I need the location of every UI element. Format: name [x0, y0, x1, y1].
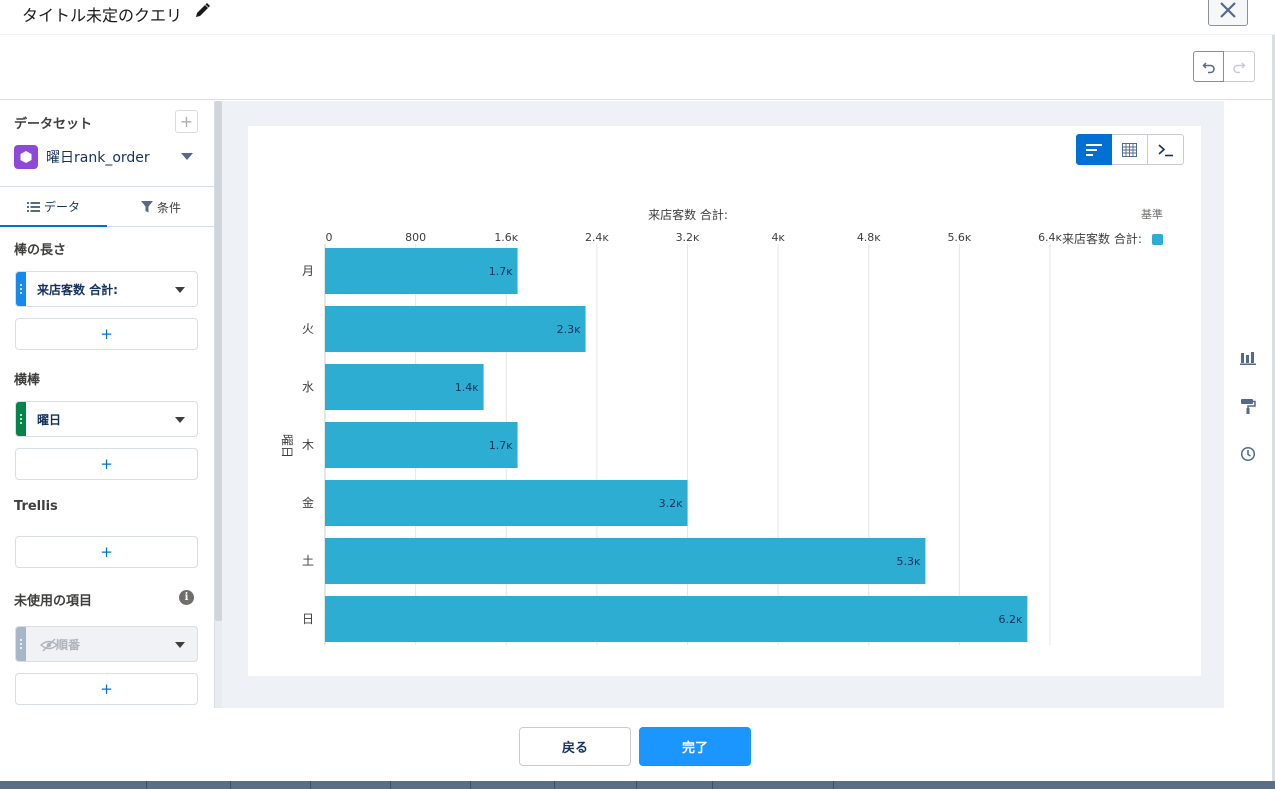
add-grouping-label: +: [100, 455, 113, 473]
filter-icon: [140, 201, 153, 213]
toolbar: [0, 35, 1275, 100]
dataset-selector[interactable]: 曜日rank_order: [14, 145, 200, 169]
paint-roller-icon[interactable]: [1240, 398, 1256, 414]
undo-icon: [1201, 61, 1215, 73]
measure-pill[interactable]: 来店客数 合計:: [15, 271, 198, 307]
done-button[interactable]: 完了: [639, 727, 751, 766]
add-trellis-label: +: [100, 543, 113, 561]
measure-field-label: 来店客数 合計:: [37, 282, 118, 297]
chart-types-icon[interactable]: [1240, 350, 1256, 366]
table-view-button[interactable]: [1112, 134, 1148, 165]
close-button[interactable]: [1208, 0, 1248, 26]
add-trellis-button[interactable]: +: [15, 536, 198, 568]
query-title[interactable]: タイトル未定のクエリ: [22, 6, 183, 25]
drag-handle-icon[interactable]: [16, 627, 26, 661]
window-edge: [1272, 35, 1275, 789]
add-unused-button[interactable]: +: [15, 673, 198, 705]
bars-label: 横棒: [14, 373, 41, 388]
add-grouping-button[interactable]: +: [15, 448, 198, 480]
dataset-label: データセット: [14, 117, 93, 132]
sidebar-scrollbar-thumb[interactable]: [215, 101, 222, 621]
query-editor-button[interactable]: [1148, 134, 1184, 165]
drag-handle-icon[interactable]: [16, 272, 26, 306]
chart-view-button[interactable]: [1076, 134, 1112, 165]
add-measure-button[interactable]: +: [15, 318, 198, 350]
edit-pencil-icon[interactable]: [193, 2, 211, 20]
trellis-label: Trellis: [14, 499, 58, 514]
dataset-icon: [14, 145, 38, 169]
tab-filters-label: 条件: [156, 200, 181, 215]
add-unused-label: +: [100, 680, 113, 698]
tab-filters[interactable]: 条件: [107, 187, 214, 227]
title-bar: タイトル未定のクエリ: [0, 0, 1275, 35]
bar-chart-icon: [1086, 143, 1102, 156]
tab-data-label: データ: [43, 199, 80, 214]
list-icon: [26, 201, 40, 212]
dataset-dropdown-icon[interactable]: [181, 153, 193, 161]
background-page-strip: [0, 781, 1275, 789]
redo-icon: [1233, 61, 1246, 73]
unused-field-label: 順番: [56, 637, 81, 652]
history-clock-icon[interactable]: [1240, 446, 1256, 462]
redo-button[interactable]: [1224, 51, 1255, 82]
info-icon[interactable]: i: [179, 590, 194, 605]
query-sidebar: データセット + 曜日rank_order データ 条件 棒の長さ 来店客数 合…: [0, 101, 215, 708]
dimension-field-label: 曜日: [37, 412, 62, 427]
chart-card: [248, 126, 1201, 676]
chevron-down-icon[interactable]: [175, 417, 185, 423]
undo-redo-group: [1193, 51, 1255, 82]
back-button[interactable]: 戻る: [519, 727, 631, 766]
close-icon: [1220, 2, 1236, 18]
unused-field-pill[interactable]: 順番: [15, 626, 198, 662]
chevron-down-icon[interactable]: [175, 287, 185, 293]
table-grid-icon: [1122, 142, 1137, 157]
terminal-icon: [1157, 143, 1173, 156]
viz-type-switcher: [1076, 134, 1184, 165]
tab-data[interactable]: データ: [0, 187, 107, 227]
dataset-name: 曜日rank_order: [46, 150, 150, 166]
chevron-down-icon[interactable]: [175, 642, 185, 648]
add-dataset-button[interactable]: +: [175, 110, 198, 133]
unused-fields-label: 未使用の項目: [14, 594, 93, 609]
undo-button[interactable]: [1193, 51, 1224, 82]
drag-handle-icon[interactable]: [16, 402, 26, 436]
dimension-pill[interactable]: 曜日: [15, 401, 198, 437]
footer: [0, 708, 1272, 781]
hidden-eye-icon: [40, 638, 58, 652]
bar-length-label: 棒の長さ: [14, 243, 67, 258]
add-measure-label: +: [100, 325, 113, 343]
sidebar-tabs: データ 条件: [0, 186, 214, 227]
